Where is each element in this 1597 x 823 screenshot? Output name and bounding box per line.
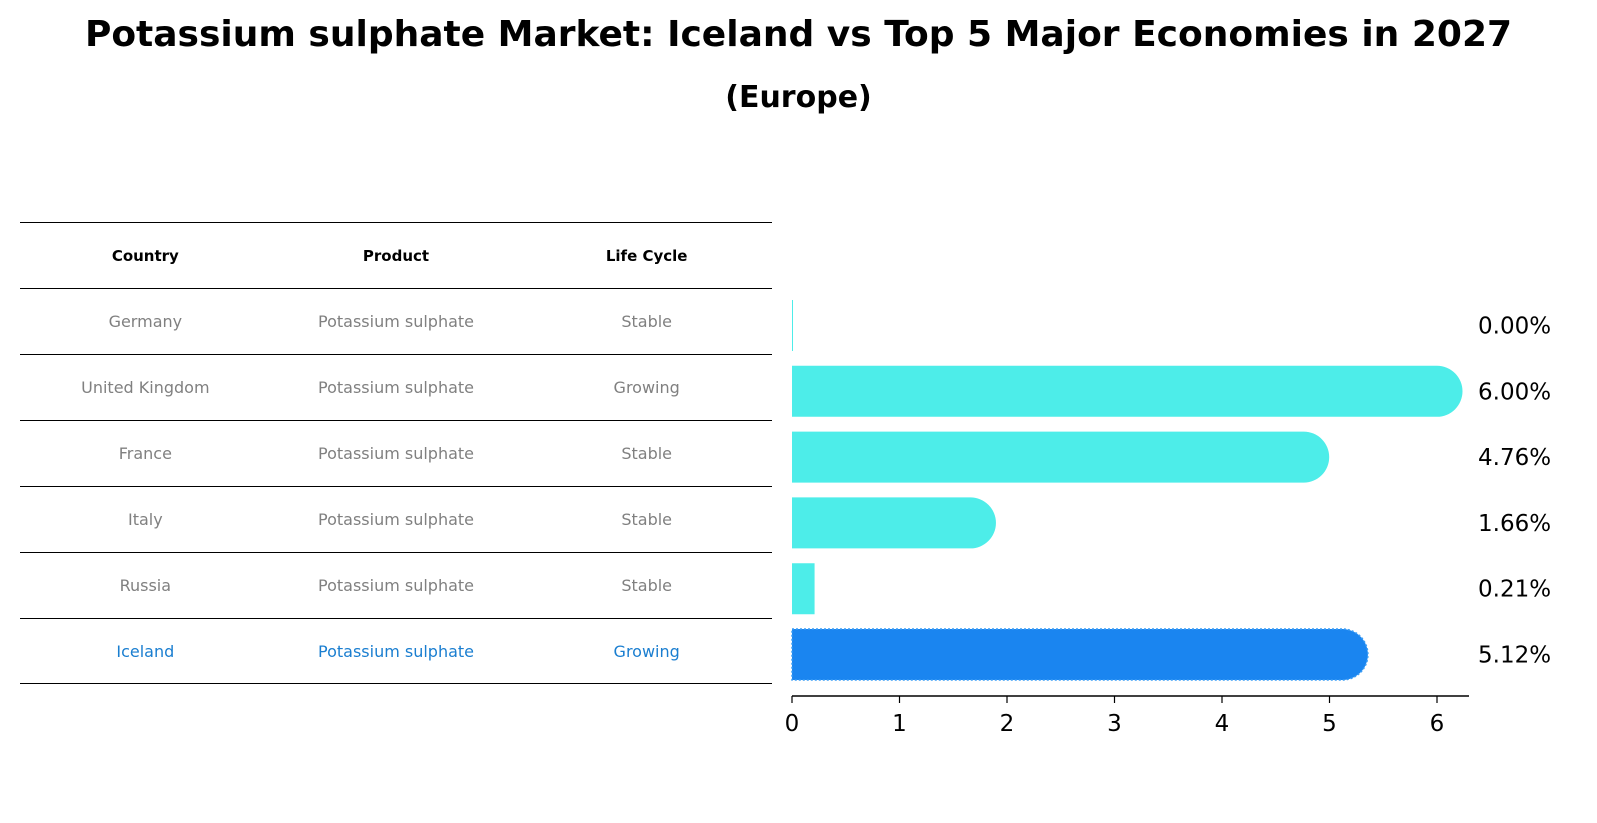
product-cell: Potassium sulphate	[318, 576, 475, 595]
country-cell: Russia	[119, 576, 172, 595]
table-header-row: Country Product Life Cycle	[20, 222, 772, 288]
life-cycle-cell: Growing	[613, 378, 680, 397]
product-cell: Potassium sulphate	[318, 444, 475, 463]
comparison-table: Country Product Life Cycle Germany Potas…	[20, 222, 772, 684]
country-cell: Iceland	[116, 641, 175, 661]
country-cell: United Kingdom	[81, 378, 210, 397]
country-cell: Italy	[127, 510, 163, 529]
life-cycle-cell: Growing	[613, 641, 680, 661]
data-label: 5.12%	[1478, 643, 1551, 669]
chart-title: Potassium sulphate Market: Iceland vs To…	[84, 14, 1513, 55]
data-label: 0.21%	[1478, 577, 1551, 603]
product-cell: Potassium sulphate	[318, 312, 475, 331]
table-row: United Kingdom Potassium sulphate Growin…	[20, 354, 772, 420]
bar	[792, 497, 996, 549]
x-tick-label: 4	[1215, 711, 1230, 737]
life-cycle-cell: Stable	[621, 444, 673, 463]
country-cell: Germany	[108, 312, 183, 331]
x-tick-label: 2	[1000, 711, 1015, 737]
header-life-cycle: Life Cycle	[605, 246, 688, 265]
header-product: Product	[362, 246, 430, 265]
data-label: 0.00%	[1478, 314, 1551, 340]
x-tick-label: 6	[1430, 711, 1445, 737]
x-tick-label: 5	[1322, 711, 1337, 737]
bar-highlight	[791, 628, 1369, 681]
data-label: 6.00%	[1478, 379, 1551, 405]
life-cycle-cell: Stable	[621, 312, 673, 331]
x-tick-label: 1	[892, 711, 907, 737]
table-row: France Potassium sulphate Stable	[20, 420, 772, 486]
table-row: Russia Potassium sulphate Stable	[20, 552, 772, 618]
bar	[792, 300, 793, 351]
bar	[792, 563, 815, 615]
product-cell: Potassium sulphate	[318, 378, 475, 397]
data-label: 1.66%	[1478, 511, 1551, 537]
x-tick-label: 3	[1107, 711, 1122, 737]
product-cell: Potassium sulphate	[318, 510, 475, 529]
life-cycle-cell: Stable	[621, 576, 673, 595]
table-row: Italy Potassium sulphate Stable	[20, 486, 772, 552]
table-row: Germany Potassium sulphate Stable	[20, 288, 772, 354]
data-label: 4.76%	[1478, 445, 1551, 471]
chart-subtitle: (Europe)	[725, 80, 872, 115]
life-cycle-cell: Stable	[621, 510, 673, 529]
table-row-highlight: Iceland Potassium sulphate Growing	[20, 618, 772, 684]
bar	[792, 365, 1463, 417]
x-tick-label: 0	[785, 711, 800, 737]
country-cell: France	[118, 444, 172, 463]
header-country: Country	[111, 246, 179, 265]
product-cell: Potassium sulphate	[318, 641, 475, 661]
bar	[792, 431, 1330, 483]
